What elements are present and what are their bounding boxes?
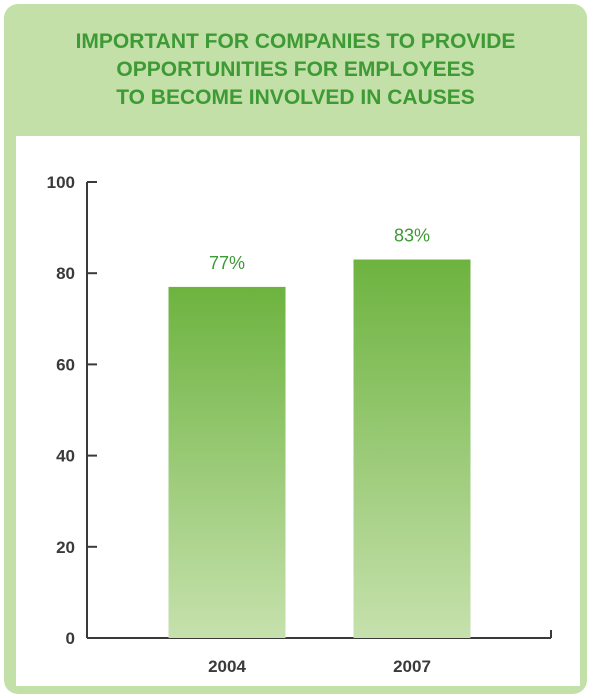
chart-title-line-2: OPPORTUNITIES FOR EMPLOYEES	[116, 58, 475, 81]
x-category-label: 2007	[393, 657, 431, 676]
y-tick-label: 40	[56, 447, 75, 466]
chart-title-line-1: IMPORTANT FOR COMPANIES TO PROVIDE	[75, 30, 516, 53]
chart-title: IMPORTANT FOR COMPANIES TO PROVIDE OPPOR…	[4, 28, 587, 112]
axes	[86, 181, 552, 639]
bar-chart: 0 20 40 60 80 100 77% 2004 83% 2007	[47, 173, 552, 676]
y-tick-label: 60	[56, 355, 75, 374]
chart-card: IMPORTANT FOR COMPANIES TO PROVIDE OPPOR…	[4, 4, 587, 694]
bars	[168, 259, 471, 638]
x-category-label: 2004	[208, 657, 246, 676]
y-tick-label: 0	[66, 629, 75, 648]
labels: 0 20 40 60 80 100 77% 2004 83% 2007	[47, 173, 431, 676]
y-tick-label: 100	[47, 173, 75, 192]
bar-2007	[353, 259, 471, 638]
y-tick-label: 80	[56, 264, 75, 283]
bar-value-label: 83%	[394, 226, 430, 246]
chart-title-line-3: TO BECOME INVOLVED IN CAUSES	[116, 86, 475, 109]
bar-2004	[168, 286, 286, 638]
bar-value-label: 77%	[209, 253, 245, 273]
y-tick-label: 20	[56, 538, 75, 557]
plot-panel: 0 20 40 60 80 100 77% 2004 83% 2007	[16, 136, 580, 686]
